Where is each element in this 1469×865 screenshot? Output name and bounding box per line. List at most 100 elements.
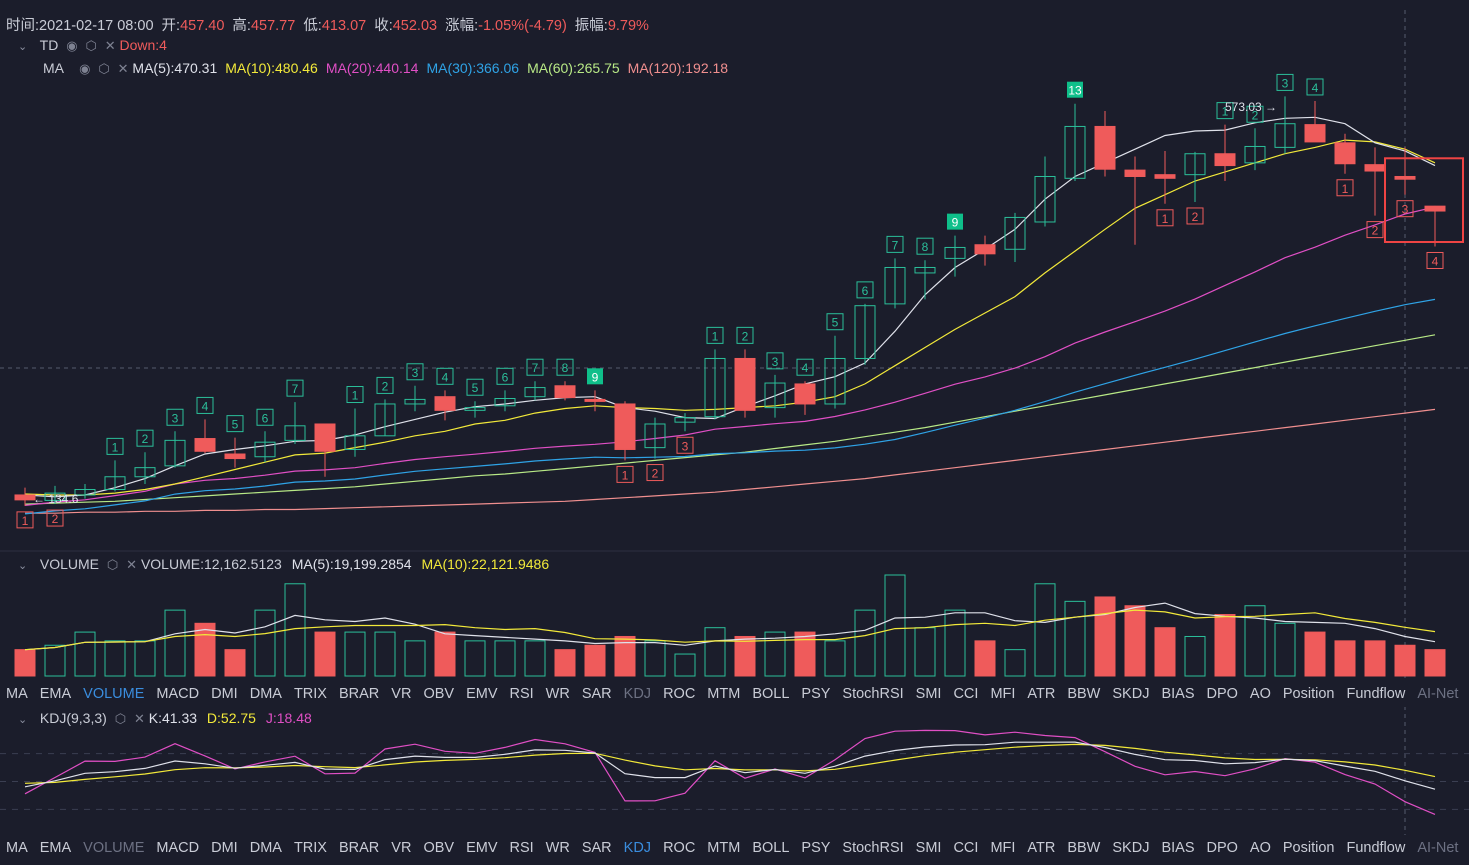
tab-position[interactable]: Position	[1282, 686, 1335, 702]
tab-volume[interactable]: VOLUME	[83, 686, 145, 702]
candle-body	[1274, 123, 1296, 148]
tab-psy[interactable]: PSY	[801, 840, 831, 856]
tab-rsi[interactable]: RSI	[509, 840, 534, 856]
tab-sar[interactable]: SAR	[581, 686, 612, 702]
tab-kdj[interactable]: KDJ	[623, 686, 652, 702]
volume-bar	[1244, 605, 1266, 677]
tab-emv[interactable]: EMV	[466, 840, 498, 856]
td-indicator-row: ⌄ TD ◉ ⬡ ✕ Down:4	[18, 37, 167, 54]
tab-ai-net[interactable]: AI-Net	[1417, 686, 1459, 702]
candle-body	[1214, 153, 1236, 167]
chevron-down-icon[interactable]: ⌄	[18, 560, 28, 572]
tab-skdj[interactable]: SKDJ	[1112, 686, 1150, 702]
tab-bbw[interactable]: BBW	[1067, 840, 1101, 856]
tab-ao[interactable]: AO	[1249, 686, 1271, 702]
tab-skdj[interactable]: SKDJ	[1112, 840, 1150, 856]
volume-bar	[1424, 649, 1446, 677]
tab-macd[interactable]: MACD	[156, 686, 200, 702]
tab-smi[interactable]: SMI	[915, 840, 942, 856]
settings-icon[interactable]: ⬡	[98, 61, 110, 76]
close-icon[interactable]: ✕	[133, 711, 145, 726]
tab-ema[interactable]: EMA	[39, 686, 72, 702]
td-marker-label: 1	[1342, 182, 1349, 196]
tab-ao[interactable]: AO	[1249, 840, 1271, 856]
close-icon[interactable]: ✕	[126, 557, 138, 572]
tab-dmi[interactable]: DMI	[211, 840, 238, 856]
tab-stochrsi[interactable]: StochRSI	[842, 686, 904, 702]
tab-bbw[interactable]: BBW	[1067, 686, 1101, 702]
candle-body	[104, 476, 126, 490]
tab-bias[interactable]: BIAS	[1161, 686, 1195, 702]
tab-boll[interactable]: BOLL	[752, 840, 790, 856]
kdj-name: KDJ(9,3,3)	[39, 710, 107, 726]
tab-brar[interactable]: BRAR	[338, 840, 380, 856]
tab-atr[interactable]: ATR	[1027, 840, 1056, 856]
tab-roc[interactable]: ROC	[663, 686, 696, 702]
tab-dpo[interactable]: DPO	[1206, 686, 1238, 702]
tab-volume[interactable]: VOLUME	[83, 840, 145, 856]
tab-fundflow[interactable]: Fundflow	[1346, 840, 1406, 856]
tab-dpo[interactable]: DPO	[1206, 840, 1238, 856]
tab-ai-net[interactable]: AI-Net	[1417, 840, 1459, 856]
tab-rsi[interactable]: RSI	[509, 686, 534, 702]
tab-ma[interactable]: MA	[6, 840, 28, 856]
close-icon[interactable]: ✕	[104, 38, 116, 53]
tab-fundflow[interactable]: Fundflow	[1346, 686, 1406, 702]
volume-bar	[224, 649, 246, 677]
tab-vr[interactable]: VR	[391, 686, 412, 702]
td-marker-box	[436, 367, 454, 385]
td-marker-label: 2	[1372, 224, 1379, 238]
td-marker-box	[1336, 179, 1354, 197]
tab-mtm[interactable]: MTM	[707, 840, 741, 856]
tab-psy[interactable]: PSY	[801, 686, 831, 702]
tab-trix[interactable]: TRIX	[293, 840, 327, 856]
tab-obv[interactable]: OBV	[423, 840, 455, 856]
candle-body	[164, 439, 186, 467]
close-icon[interactable]: ✕	[117, 61, 129, 76]
tab-ema[interactable]: EMA	[39, 840, 72, 856]
tab-position[interactable]: Position	[1282, 840, 1335, 856]
settings-icon[interactable]: ⬡	[106, 557, 119, 572]
td-value: Down:4	[119, 37, 167, 53]
td-marker-box	[1366, 221, 1384, 239]
tab-brar[interactable]: BRAR	[338, 686, 380, 702]
td-marker-box	[676, 436, 694, 454]
eye-icon[interactable]: ◉	[79, 61, 91, 76]
tab-sar[interactable]: SAR	[581, 840, 612, 856]
tab-cci[interactable]: CCI	[953, 686, 979, 702]
eye-icon[interactable]: ◉	[66, 38, 78, 53]
volume-ma10: MA(10):22,121.9486	[421, 556, 550, 572]
settings-icon[interactable]: ⬡	[85, 38, 97, 53]
chevron-down-icon[interactable]: ⌄	[18, 714, 28, 726]
settings-icon[interactable]: ⬡	[114, 711, 127, 726]
tab-boll[interactable]: BOLL	[752, 686, 790, 702]
tab-dmi[interactable]: DMI	[211, 686, 238, 702]
tab-dma[interactable]: DMA	[249, 840, 282, 856]
ma120-line	[25, 408, 1436, 514]
chevron-down-icon[interactable]: ⌄	[18, 41, 28, 53]
tab-trix[interactable]: TRIX	[293, 686, 327, 702]
tab-wr[interactable]: WR	[545, 686, 570, 702]
td-marker-box	[736, 326, 754, 344]
tab-mtm[interactable]: MTM	[707, 686, 741, 702]
tab-wr[interactable]: WR	[545, 840, 570, 856]
tab-kdj[interactable]: KDJ	[623, 840, 652, 856]
tab-mfi[interactable]: MFI	[990, 686, 1016, 702]
tab-vr[interactable]: VR	[391, 840, 412, 856]
tab-emv[interactable]: EMV	[466, 686, 498, 702]
tab-bias[interactable]: BIAS	[1161, 840, 1195, 856]
volume-bar	[1304, 631, 1326, 677]
tab-mfi[interactable]: MFI	[990, 840, 1016, 856]
tab-ma[interactable]: MA	[6, 686, 28, 702]
td-marker-box	[376, 376, 394, 394]
tab-macd[interactable]: MACD	[156, 840, 200, 856]
tab-smi[interactable]: SMI	[915, 686, 942, 702]
tab-atr[interactable]: ATR	[1027, 686, 1056, 702]
volume-bar	[1124, 605, 1146, 677]
tab-dma[interactable]: DMA	[249, 686, 282, 702]
tab-cci[interactable]: CCI	[953, 840, 979, 856]
tab-stochrsi[interactable]: StochRSI	[842, 840, 904, 856]
tab-obv[interactable]: OBV	[423, 686, 455, 702]
tab-roc[interactable]: ROC	[663, 840, 696, 856]
